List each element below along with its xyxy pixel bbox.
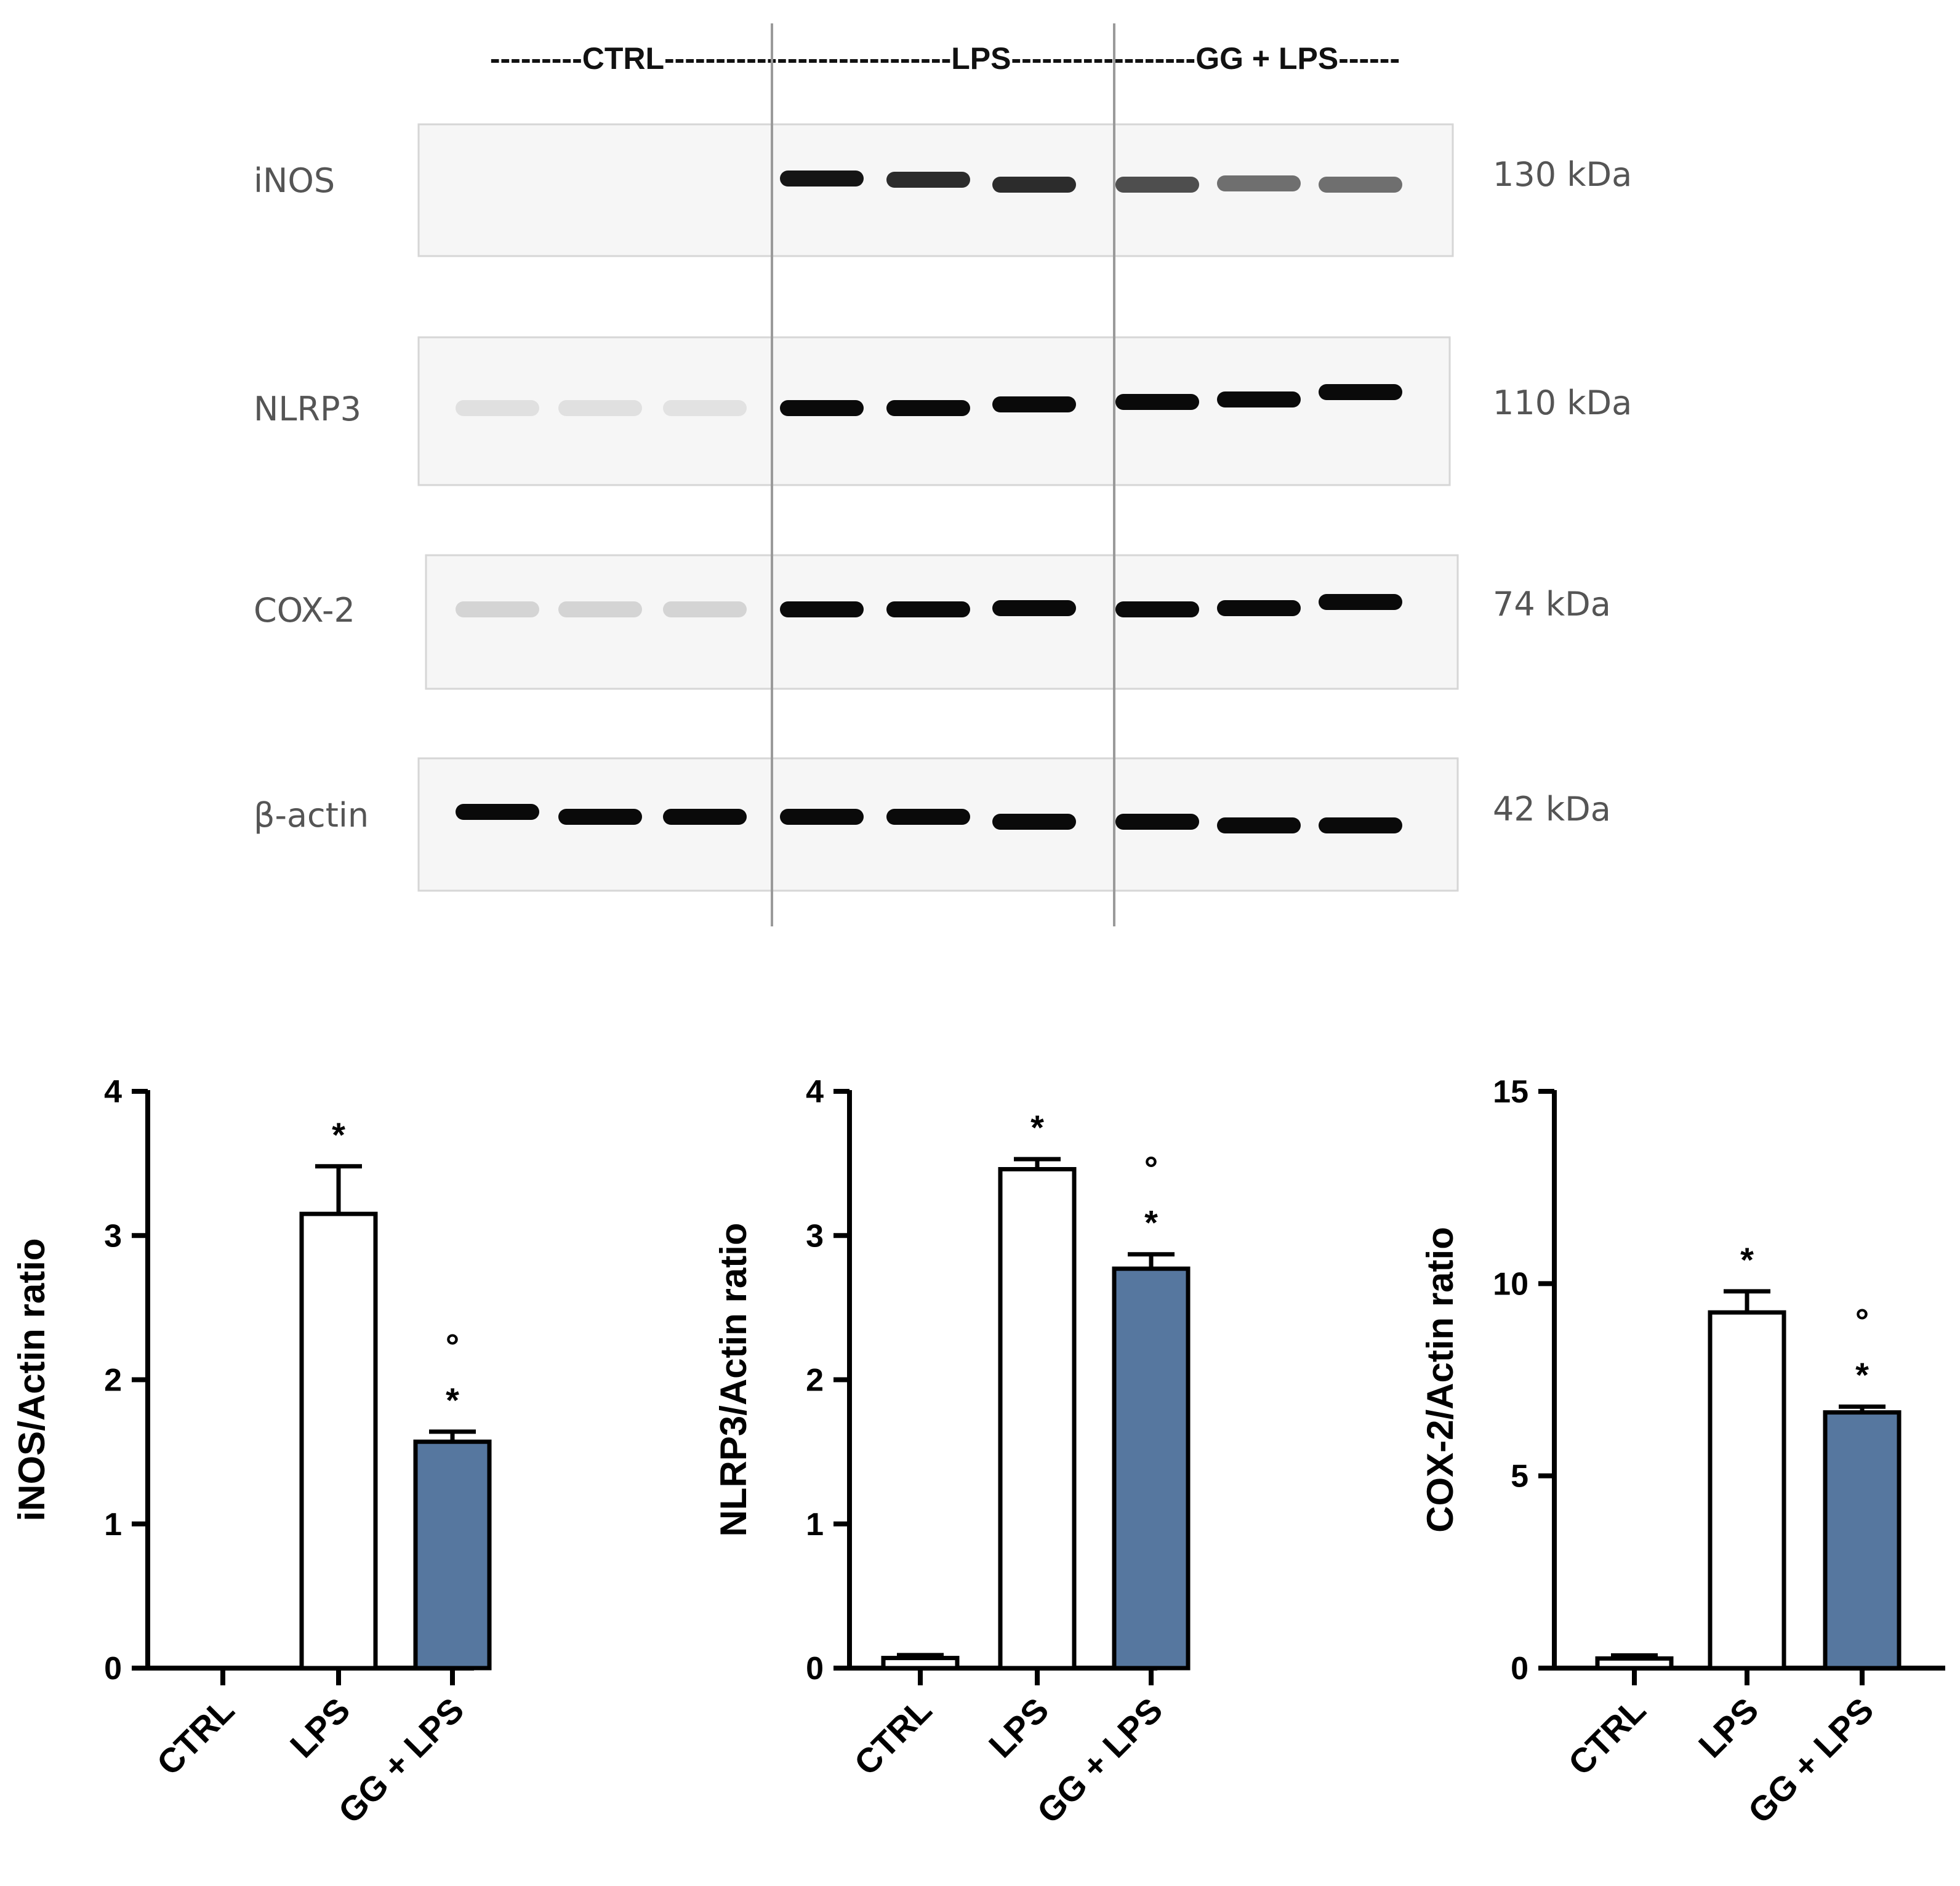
blot-band bbox=[886, 400, 970, 416]
significance-circle: ° bbox=[1144, 1149, 1158, 1188]
blot-band bbox=[1319, 817, 1402, 833]
x-tick-label: CTRL bbox=[149, 1690, 241, 1783]
significance-circle: ° bbox=[446, 1326, 459, 1365]
bar bbox=[1708, 1310, 1786, 1671]
y-tick-label: 0 bbox=[1511, 1651, 1528, 1687]
y-tick-label: 0 bbox=[806, 1651, 824, 1687]
blot-band bbox=[1217, 175, 1301, 191]
bar bbox=[1595, 1656, 1674, 1671]
blot-band bbox=[558, 400, 642, 416]
x-tick-label: GG + LPS bbox=[331, 1690, 471, 1831]
blot-band bbox=[1319, 177, 1402, 193]
blot-band bbox=[1319, 594, 1402, 610]
x-tick-label: GG + LPS bbox=[1740, 1690, 1881, 1831]
blot-group-header: ---------CTRL---------------------------… bbox=[490, 41, 1400, 76]
blot-band bbox=[1217, 391, 1301, 407]
blot-protein-label: β-actin bbox=[254, 796, 369, 835]
x-tick-label: LPS bbox=[1691, 1690, 1766, 1765]
blot-band bbox=[780, 400, 864, 416]
blot-row-1: NLRP3 110 kDa bbox=[254, 336, 1632, 486]
y-tick-label: 3 bbox=[104, 1218, 122, 1254]
significance-asterisk: * bbox=[1855, 1355, 1869, 1394]
y-tick-label: 10 bbox=[1493, 1266, 1528, 1302]
y-axis-label: iNOS/Actin ratio bbox=[11, 1238, 52, 1521]
blot-band bbox=[992, 177, 1076, 193]
blot-band bbox=[1115, 601, 1199, 617]
blot-band bbox=[456, 601, 539, 617]
blot-band bbox=[663, 601, 747, 617]
blot-band bbox=[663, 400, 747, 416]
blot-band bbox=[780, 171, 864, 187]
y-tick-label: 0 bbox=[104, 1651, 122, 1687]
y-tick-label: 5 bbox=[1511, 1459, 1528, 1495]
blot-band bbox=[663, 809, 747, 825]
y-tick-label: 4 bbox=[104, 1074, 122, 1110]
bar bbox=[881, 1656, 960, 1671]
bar bbox=[413, 1439, 492, 1671]
blot-mw-label: 110 kDa bbox=[1493, 383, 1632, 422]
blot-band bbox=[886, 809, 970, 825]
blot-band bbox=[886, 601, 970, 617]
significance-asterisk: * bbox=[1740, 1240, 1754, 1279]
blot-band bbox=[558, 601, 642, 617]
blot-band bbox=[1217, 600, 1301, 616]
chart-0: 0 1 2 3 4 iNOS/Actin ratio CTRL * LPS * ° GG + LPS bbox=[11, 1074, 492, 1831]
bar bbox=[1112, 1266, 1191, 1671]
blot-protein-label: COX-2 bbox=[254, 591, 355, 630]
blot-row-2: COX-2 74 kDa bbox=[254, 554, 1611, 690]
western-blot-panel: ---------CTRL---------------------------… bbox=[254, 23, 1632, 926]
blot-mw-label: 130 kDa bbox=[1493, 155, 1632, 194]
y-axis-label: NLRP3/Actin ratio bbox=[713, 1222, 754, 1536]
x-tick-label: LPS bbox=[981, 1690, 1056, 1765]
x-tick-label: CTRL bbox=[1560, 1690, 1653, 1783]
blot-band bbox=[1115, 394, 1199, 410]
blot-band bbox=[780, 601, 864, 617]
blot-strip bbox=[417, 123, 1454, 257]
bar bbox=[1823, 1410, 1902, 1671]
blot-band bbox=[992, 814, 1076, 830]
blot-protein-label: iNOS bbox=[254, 161, 335, 200]
blot-band bbox=[992, 600, 1076, 616]
chart-2: 0 5 10 15 COX-2/Actin ratio CTRL * LPS * ° GG + LP… bbox=[1420, 1074, 1945, 1831]
y-tick-label: 1 bbox=[104, 1507, 122, 1543]
blot-band bbox=[558, 809, 642, 825]
blot-band bbox=[456, 400, 539, 416]
x-tick-label: LPS bbox=[283, 1690, 358, 1765]
bar bbox=[299, 1211, 378, 1671]
blot-protein-label: NLRP3 bbox=[254, 390, 361, 428]
blot-band bbox=[1115, 177, 1199, 193]
y-tick-label: 1 bbox=[806, 1507, 824, 1543]
blot-band bbox=[992, 396, 1076, 412]
significance-asterisk: * bbox=[1030, 1108, 1044, 1147]
y-axis-label: COX-2/Actin ratio bbox=[1420, 1227, 1461, 1533]
bar bbox=[998, 1166, 1077, 1671]
y-tick-label: 2 bbox=[806, 1363, 824, 1398]
chart-1: 0 1 2 3 4 NLRP3/Actin ratio CTRL * LPS * ° GG + LPS bbox=[713, 1074, 1191, 1831]
blot-row-0: iNOS 130 kDa bbox=[254, 123, 1632, 257]
significance-circle: ° bbox=[1855, 1301, 1869, 1340]
x-tick-label: GG + LPS bbox=[1029, 1690, 1170, 1831]
blot-band bbox=[456, 804, 539, 820]
blot-band bbox=[1115, 814, 1199, 830]
x-tick-label: CTRL bbox=[846, 1690, 939, 1783]
y-tick-label: 4 bbox=[806, 1074, 824, 1110]
blot-strip bbox=[425, 554, 1459, 690]
significance-asterisk: * bbox=[332, 1115, 345, 1154]
blot-band bbox=[1217, 817, 1301, 833]
y-tick-label: 2 bbox=[104, 1363, 122, 1398]
blot-row-3: β-actin 42 kDa bbox=[254, 757, 1611, 892]
blot-band bbox=[886, 172, 970, 188]
y-tick-label: 3 bbox=[806, 1218, 824, 1254]
significance-asterisk: * bbox=[446, 1381, 459, 1419]
blot-mw-label: 42 kDa bbox=[1493, 790, 1611, 829]
blot-band bbox=[1319, 384, 1402, 400]
blot-band bbox=[780, 809, 864, 825]
significance-asterisk: * bbox=[1144, 1203, 1158, 1242]
blot-mw-label: 74 kDa bbox=[1493, 585, 1611, 624]
y-tick-label: 15 bbox=[1493, 1074, 1528, 1110]
